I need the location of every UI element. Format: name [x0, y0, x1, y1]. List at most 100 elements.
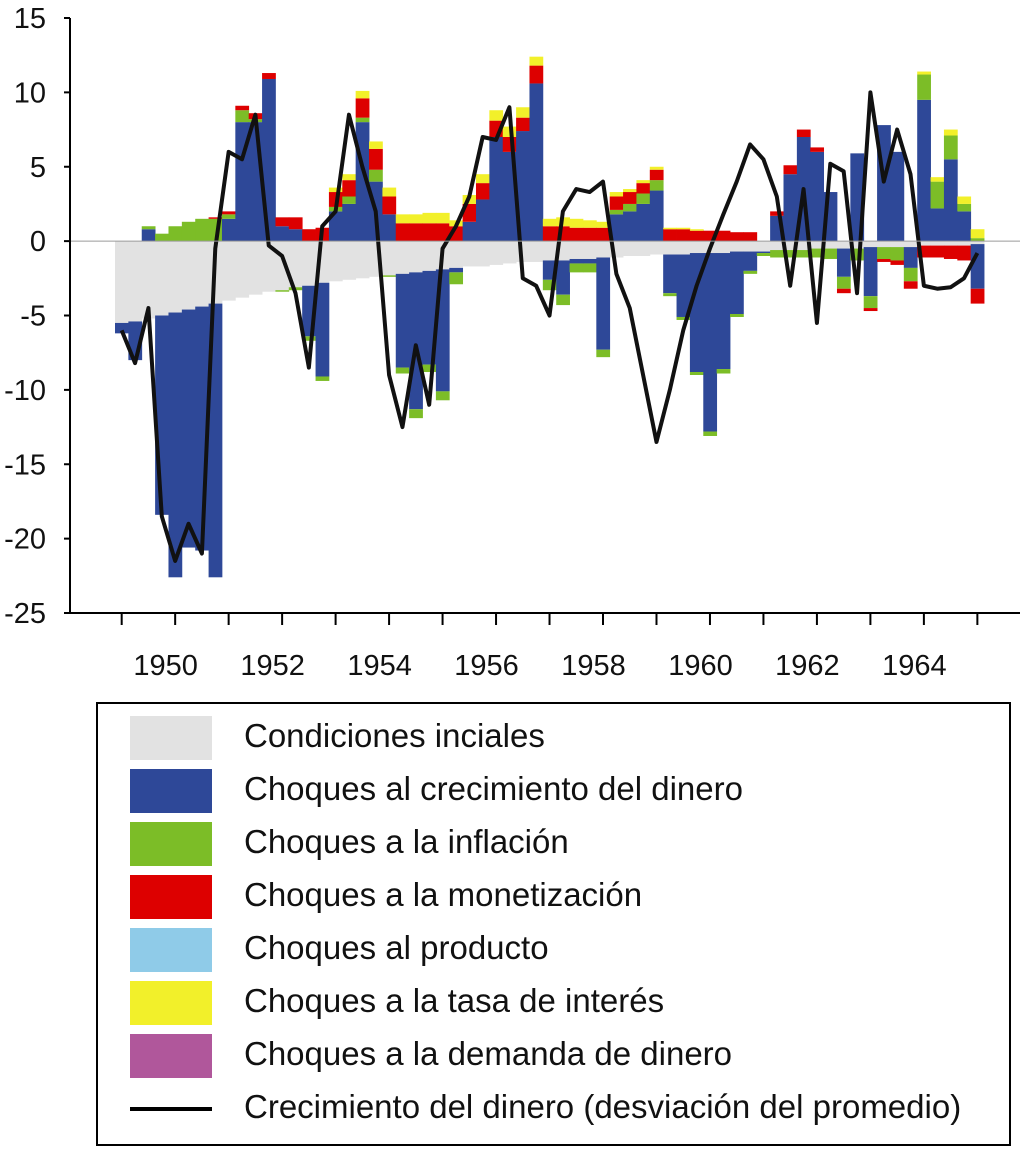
bar-inflation-45 — [716, 369, 731, 374]
bar-interest-17 — [342, 174, 357, 181]
bar-money-4 — [168, 312, 183, 578]
bar-monetization-44 — [703, 230, 718, 242]
bar-initial-21 — [395, 241, 410, 274]
bar-inflation-9 — [235, 110, 250, 123]
bar-initial-38 — [623, 241, 637, 257]
legend-label-interest: Choques a la tasa de interés — [244, 982, 665, 1019]
bar-initial-22 — [409, 241, 423, 273]
bar-initial-9 — [235, 241, 250, 298]
bar-money-47 — [743, 251, 758, 271]
x-tick-label: 1960 — [668, 650, 733, 682]
bar-initial-29 — [502, 241, 517, 264]
legend-item-initial-conditions: Condiciones inciales — [130, 714, 990, 762]
legend-swatch-interest — [130, 981, 212, 1025]
bar-monetization-40 — [649, 169, 664, 181]
bar-inflation-51 — [796, 250, 811, 258]
bar-initial-57 — [877, 241, 891, 248]
y-tick-label: 15 — [14, 3, 46, 35]
bar-monetization-22 — [409, 223, 423, 242]
bar-monetization-60 — [917, 245, 931, 258]
bar-inflation-56 — [863, 296, 878, 309]
bar-monetization-50 — [783, 165, 798, 175]
bars-layer — [115, 56, 985, 578]
chart: 15 10 5 0 -5 -10 -15 -20 -25 1950 1952 1954 1956 1958… — [4, 3, 1020, 682]
bar-inflation-2 — [141, 226, 156, 230]
bar-interest-16 — [328, 187, 343, 193]
y-tick-label: -20 — [4, 524, 46, 556]
legend-item-demand-shocks: Choques a la demanda de dinero — [130, 1032, 990, 1080]
y-tick-label: -10 — [4, 375, 46, 407]
legend-swatch-inflation — [130, 822, 212, 866]
bar-initial-18 — [355, 241, 370, 279]
bar-inflation-41 — [663, 293, 677, 297]
bar-initial-45 — [716, 241, 731, 254]
bar-initial-20 — [382, 241, 397, 276]
bar-interest-28 — [489, 110, 504, 121]
bar-money-13 — [288, 229, 303, 242]
bar-interest-63 — [957, 196, 972, 204]
bar-money-42 — [676, 254, 691, 317]
bar-money-40 — [649, 190, 664, 242]
bar-interest-20 — [382, 187, 397, 197]
bar-money-15 — [315, 282, 330, 377]
bar-inflation-39 — [636, 193, 651, 204]
bar-monetization-38 — [623, 192, 637, 204]
bar-money-0 — [115, 322, 129, 334]
bar-inflation-18 — [355, 117, 370, 123]
legend-label-output: Choques al producto — [244, 929, 549, 966]
bar-money-59 — [903, 247, 918, 268]
bar-initial-36 — [596, 241, 611, 258]
bar-money-45 — [716, 253, 731, 370]
bar-inflation-52 — [810, 248, 825, 258]
bar-interest-36 — [596, 221, 611, 228]
bar-monetization-42 — [676, 229, 691, 242]
bar-money-39 — [636, 203, 651, 242]
bar-interest-34 — [569, 218, 584, 228]
bar-money-41 — [663, 254, 677, 294]
legend-swatch-money — [130, 769, 212, 813]
bar-initial-26 — [462, 241, 477, 267]
bar-monetization-57 — [877, 258, 891, 262]
bar-monetization-23 — [422, 223, 437, 242]
bar-inflation-58 — [890, 247, 905, 261]
bar-initial-6 — [195, 241, 209, 307]
bar-interest-60 — [917, 71, 931, 75]
bar-monetization-63 — [957, 245, 972, 261]
y-tick-label: -25 — [4, 598, 46, 630]
bar-monetization-64 — [970, 288, 985, 304]
bar-monetization-58 — [890, 260, 905, 265]
bar-initial-61 — [930, 241, 945, 246]
bar-monetization-18 — [355, 98, 370, 118]
bar-initial-42 — [676, 241, 691, 255]
bar-interest-62 — [943, 129, 958, 136]
bar-inflation-62 — [943, 135, 958, 160]
bar-money-26 — [462, 221, 477, 242]
bar-inflation-22 — [409, 409, 423, 419]
x-tick-label: 1950 — [133, 650, 198, 682]
bar-inflation-20 — [382, 275, 397, 277]
bar-inflation-3 — [155, 233, 169, 242]
bar-initial-50 — [783, 241, 798, 251]
bar-interest-27 — [475, 174, 490, 184]
bar-inflation-54 — [836, 276, 851, 289]
bar-initial-55 — [850, 241, 865, 249]
bar-initial-53 — [823, 241, 838, 249]
bar-monetization-49 — [770, 211, 784, 216]
money-growth-line — [119, 90, 980, 563]
bar-monetization-13 — [288, 217, 303, 230]
bar-initial-0 — [115, 241, 129, 323]
bar-initial-32 — [542, 241, 557, 261]
bar-inflation-23 — [422, 364, 437, 373]
bar-monetization-27 — [475, 183, 490, 200]
bar-interest-31 — [529, 56, 544, 66]
bar-money-31 — [529, 83, 544, 242]
bar-initial-48 — [756, 241, 771, 252]
bar-money-27 — [475, 199, 490, 242]
bar-monetization-51 — [796, 129, 811, 137]
y-tick-label: -5 — [20, 301, 46, 333]
bar-initial-39 — [636, 241, 651, 257]
bar-interest-35 — [582, 220, 597, 228]
bar-money-58 — [890, 151, 905, 242]
bar-inflation-33 — [556, 294, 570, 306]
bar-inflation-63 — [957, 203, 972, 212]
